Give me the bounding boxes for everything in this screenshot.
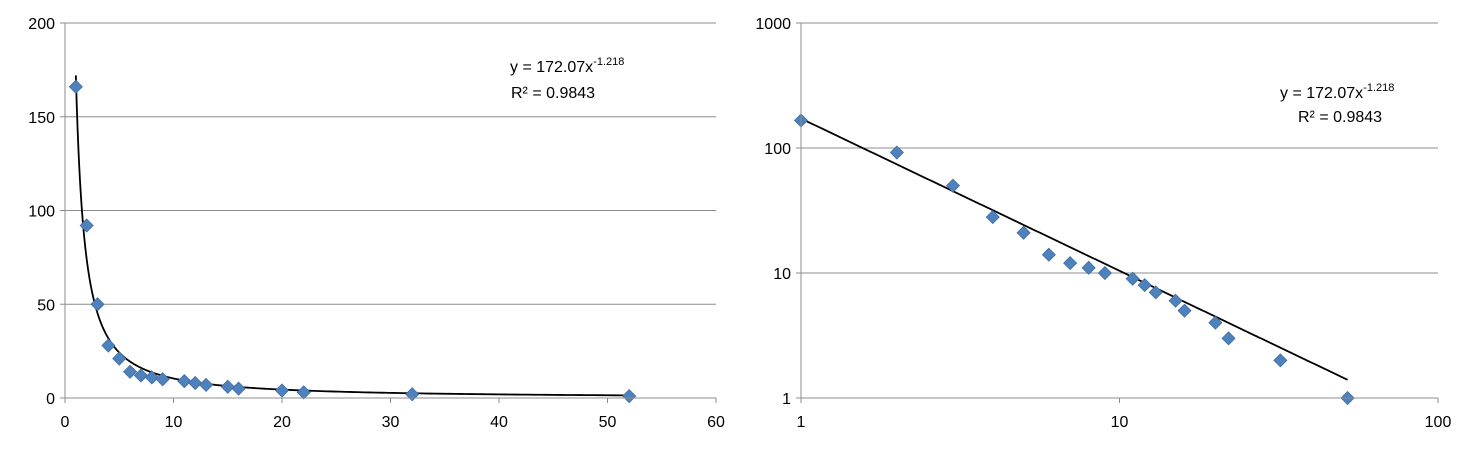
data-point <box>889 145 904 160</box>
y-tick-label: 100 <box>28 204 55 221</box>
y-tick-labels: 0 50 100 150 200 <box>28 16 55 408</box>
x-tick-label: 40 <box>490 414 508 431</box>
x-tick-label: 30 <box>382 414 400 431</box>
data-point <box>945 178 961 193</box>
data-point <box>155 372 170 387</box>
data-point <box>101 338 116 353</box>
trendline-equation: y = 172.07x-1.218 <box>1280 82 1394 102</box>
grid-lines <box>801 22 1438 274</box>
data-point <box>144 370 159 385</box>
axes-layer <box>60 22 717 403</box>
data-point <box>79 218 94 233</box>
r-squared-label: R² = 0.9843 <box>1298 109 1382 126</box>
grid-lines <box>65 22 716 305</box>
data-point <box>90 297 105 312</box>
x-tick-label: 10 <box>1111 414 1129 431</box>
trendline <box>74 75 630 397</box>
y-tick-label: 50 <box>37 297 55 314</box>
points-layer <box>793 113 1355 406</box>
trendline-equation: y = 172.07x-1.218 <box>510 56 624 76</box>
points-layer <box>68 79 637 404</box>
data-point <box>188 375 203 391</box>
y-tick-label: 0 <box>46 391 55 408</box>
data-point <box>231 381 246 396</box>
data-point <box>1125 271 1140 286</box>
y-tick-label: 150 <box>28 110 55 127</box>
data-point <box>1168 293 1183 308</box>
linear-chart: 0 50 100 150 200 0 10 20 30 40 50 60 y = 172.07x-1… <box>28 16 725 431</box>
y-tick-labels: 1 10 100 1000 <box>755 16 791 408</box>
y-tick-label: 100 <box>764 141 791 158</box>
data-point <box>1221 331 1236 346</box>
data-point <box>177 374 192 389</box>
y-tick-label: 1 <box>782 391 791 408</box>
x-tick-label: 0 <box>61 414 70 431</box>
data-point <box>123 364 138 379</box>
data-point <box>112 351 127 366</box>
data-point <box>985 210 1000 225</box>
x-tick-label: 20 <box>273 414 291 431</box>
data-point <box>1137 278 1152 293</box>
data-point <box>1063 256 1078 271</box>
data-point <box>133 368 149 383</box>
axes-layer <box>796 22 1439 403</box>
x-tick-label: 10 <box>165 414 183 431</box>
x-tick-labels: 0 10 20 30 40 50 60 <box>61 414 725 431</box>
log-chart: 1 10 100 1000 1 10 100 y = 172.07x-1.218 R² =… <box>755 16 1451 431</box>
y-tick-label: 200 <box>28 16 55 33</box>
data-point <box>622 389 637 404</box>
x-tick-label: 1 <box>797 414 806 431</box>
data-point <box>1097 265 1112 281</box>
data-point <box>68 79 83 94</box>
trendline-layer <box>74 75 630 397</box>
r-squared-label: R² = 0.9843 <box>511 85 595 102</box>
x-tick-label: 50 <box>599 414 617 431</box>
data-point <box>1273 353 1288 368</box>
data-point <box>1208 315 1223 330</box>
data-point <box>1081 260 1096 275</box>
y-tick-label: 1000 <box>755 16 791 33</box>
data-point <box>1177 303 1192 318</box>
trendline <box>800 117 1348 381</box>
x-tick-labels: 1 10 100 <box>797 414 1452 431</box>
data-point <box>1148 285 1163 300</box>
data-point <box>1041 247 1056 262</box>
data-point <box>198 377 214 392</box>
x-tick-label: 60 <box>707 414 725 431</box>
x-tick-label: 100 <box>1425 414 1452 431</box>
data-point <box>1016 225 1031 240</box>
trendline-layer <box>800 117 1348 381</box>
data-point <box>405 387 420 402</box>
y-tick-label: 10 <box>773 266 791 283</box>
data-point <box>296 385 311 400</box>
data-point <box>274 383 290 398</box>
data-point <box>220 379 235 394</box>
